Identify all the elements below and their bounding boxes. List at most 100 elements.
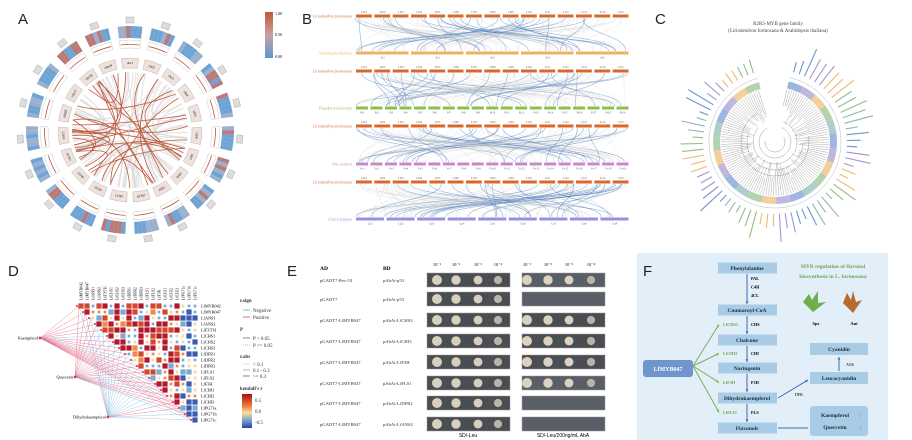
row-node [88, 317, 90, 319]
synteny-link [518, 17, 545, 52]
synteny-link [148, 140, 187, 181]
gene-label [798, 60, 805, 75]
heatmap-cell [127, 340, 131, 344]
heatmap-cell [187, 364, 191, 368]
chromosome-label: Lf15 [618, 120, 624, 124]
synteny-link [405, 72, 512, 107]
row-node [184, 413, 186, 415]
synteny-link [557, 72, 568, 107]
correlation-line [107, 389, 164, 418]
chromosome-bar [587, 162, 600, 166]
chromosome-bar [612, 69, 629, 73]
gene-density-bin [216, 156, 230, 165]
clade-band [713, 121, 724, 137]
pathway-node-label: Naringenin [734, 366, 761, 372]
heatmap-cell [91, 310, 95, 314]
row-label: LfANS1 [201, 316, 215, 321]
duplication-link [72, 134, 131, 189]
chromosome-bar [356, 51, 409, 55]
tree-branch [738, 102, 756, 121]
synteny-link [393, 72, 437, 107]
correlation-line [96, 323, 109, 418]
row-node [130, 359, 132, 361]
chromosome-label: Lf11 [545, 120, 551, 124]
heatmap-cell [138, 363, 144, 369]
tree-branch [741, 167, 756, 185]
chromosome-bar [594, 14, 611, 18]
chromosome-bar [428, 162, 441, 166]
tree-branch [740, 113, 810, 177]
gene-density-bin [137, 26, 143, 39]
synteny-link [355, 72, 518, 107]
yeast-colony [586, 378, 596, 388]
species-label: Liriodendron formosana [312, 69, 352, 74]
chromosome-label: Lf04 [416, 176, 422, 180]
chromosome-bar [374, 69, 391, 73]
chromosome-label: Lf09 [508, 176, 514, 180]
heatmap-cell [102, 321, 108, 327]
correlation-line [107, 347, 122, 418]
gene-density-bin [180, 205, 191, 218]
gene-density-bin [100, 29, 108, 42]
tree-branch [739, 164, 757, 184]
chromosome-label: Pt18 [606, 111, 612, 115]
synteny-link [484, 72, 503, 107]
tree-branch [777, 162, 782, 196]
gc-line [106, 211, 126, 216]
tree-branch [723, 151, 744, 158]
synteny-link [514, 127, 618, 163]
gene-density-bin [92, 31, 101, 45]
gc-line [48, 155, 57, 173]
gene-density-bin [163, 33, 172, 46]
heatmap-cell [169, 322, 173, 326]
synteny-link [72, 108, 103, 136]
chromosome-label: chr14 [65, 152, 72, 161]
synteny-link [568, 183, 609, 218]
regulator-box [643, 360, 693, 377]
correlation-line [39, 337, 140, 367]
gene-label [843, 162, 854, 167]
chromosome-chr6 [190, 127, 203, 145]
gene-density-bin [121, 26, 127, 39]
tree-branch [752, 121, 798, 165]
chromosome-bar [521, 14, 537, 18]
synteny-link [122, 72, 137, 188]
clade-band [776, 195, 792, 204]
heatmap-cell [169, 310, 173, 314]
heatmap-cell [151, 322, 155, 326]
gene-label [845, 157, 871, 164]
heatmap-cell [180, 375, 186, 381]
tree-branch [792, 167, 806, 187]
chromosome-label: Vv18 [605, 167, 612, 171]
heatmap-cell [144, 369, 150, 375]
correlation-line [39, 311, 86, 339]
column-label: LfMYB047 [86, 282, 90, 300]
products-box [810, 406, 868, 436]
heatmap-cell [186, 315, 192, 321]
row-label: LfPG71b [201, 412, 217, 417]
heatmap-cell [157, 316, 161, 320]
row-label: LfPG71a [201, 406, 216, 411]
chromosome-bar [466, 124, 482, 128]
leaf-label: Spr [812, 321, 819, 326]
heatmap-cell [138, 315, 144, 321]
synteny-link [561, 17, 578, 52]
heatmap-cell [168, 375, 174, 381]
chromosome-label: Lf02 [380, 65, 386, 69]
synteny-link [463, 17, 530, 52]
regulation-arrow-head [716, 353, 719, 356]
tree-branch [731, 157, 754, 174]
tree-branch [751, 93, 766, 122]
chromosome-label: Lf11 [545, 65, 551, 69]
gene-label [837, 96, 856, 108]
column-label: LfCHI2 [170, 288, 174, 300]
branch-node-label: Leucocyanidin [822, 376, 857, 382]
clade-band [810, 94, 826, 110]
chromosome-bar [521, 124, 537, 128]
synteny-link [397, 183, 520, 218]
heatmap-cell [108, 327, 114, 333]
synteny-link [465, 72, 610, 107]
yeast-colony [473, 275, 483, 285]
heatmap-cell [102, 315, 108, 321]
gc-line [148, 46, 167, 54]
